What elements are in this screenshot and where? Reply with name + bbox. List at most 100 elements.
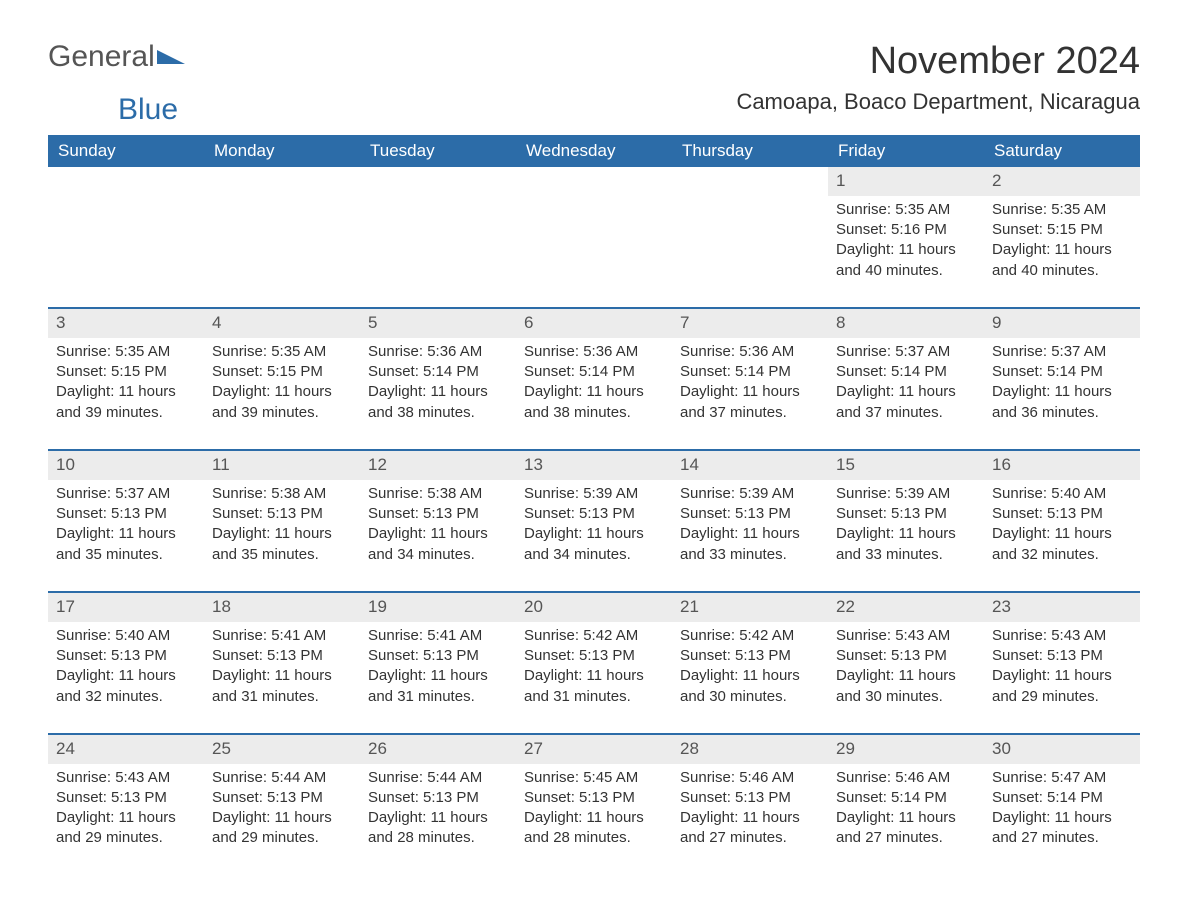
sunrise-text: Sunrise: 5:39 AM [524, 484, 664, 504]
day-number: 6 [516, 309, 672, 338]
daylight2-text: and 35 minutes. [56, 545, 196, 565]
daylight1-text: Daylight: 11 hours [368, 524, 508, 544]
calendar-cell: 22Sunrise: 5:43 AMSunset: 5:13 PMDayligh… [828, 593, 984, 715]
day-number: 30 [984, 735, 1140, 764]
weekday-label: Friday [828, 135, 984, 167]
sunrise-text: Sunrise: 5:43 AM [836, 626, 976, 646]
sunset-text: Sunset: 5:13 PM [524, 504, 664, 524]
daylight1-text: Daylight: 11 hours [212, 524, 352, 544]
weekday-label: Tuesday [360, 135, 516, 167]
sunset-text: Sunset: 5:14 PM [368, 362, 508, 382]
calendar-cell: 2Sunrise: 5:35 AMSunset: 5:15 PMDaylight… [984, 167, 1140, 289]
daylight1-text: Daylight: 11 hours [368, 808, 508, 828]
sunrise-text: Sunrise: 5:47 AM [992, 768, 1132, 788]
daylight2-text: and 40 minutes. [836, 261, 976, 281]
sunrise-text: Sunrise: 5:35 AM [212, 342, 352, 362]
daylight1-text: Daylight: 11 hours [56, 524, 196, 544]
daylight1-text: Daylight: 11 hours [524, 808, 664, 828]
daylight1-text: Daylight: 11 hours [680, 382, 820, 402]
sunset-text: Sunset: 5:13 PM [212, 504, 352, 524]
daylight2-text: and 39 minutes. [56, 403, 196, 423]
daylight2-text: and 32 minutes. [992, 545, 1132, 565]
daylight1-text: Daylight: 11 hours [56, 666, 196, 686]
sunrise-text: Sunrise: 5:37 AM [56, 484, 196, 504]
weekday-label: Saturday [984, 135, 1140, 167]
day-number: 12 [360, 451, 516, 480]
sunset-text: Sunset: 5:14 PM [992, 788, 1132, 808]
sunrise-text: Sunrise: 5:45 AM [524, 768, 664, 788]
daylight2-text: and 34 minutes. [368, 545, 508, 565]
day-number: 27 [516, 735, 672, 764]
sunset-text: Sunset: 5:13 PM [524, 788, 664, 808]
day-number: 26 [360, 735, 516, 764]
daylight2-text: and 29 minutes. [56, 828, 196, 848]
brand-part2: Blue [118, 93, 178, 126]
sunrise-text: Sunrise: 5:35 AM [836, 200, 976, 220]
sunset-text: Sunset: 5:13 PM [680, 788, 820, 808]
daylight1-text: Daylight: 11 hours [56, 382, 196, 402]
calendar-cell: 15Sunrise: 5:39 AMSunset: 5:13 PMDayligh… [828, 451, 984, 573]
daylight1-text: Daylight: 11 hours [992, 524, 1132, 544]
calendar-cell: 28Sunrise: 5:46 AMSunset: 5:13 PMDayligh… [672, 735, 828, 857]
daylight1-text: Daylight: 11 hours [836, 524, 976, 544]
sunrise-text: Sunrise: 5:41 AM [368, 626, 508, 646]
calendar-cell: 16Sunrise: 5:40 AMSunset: 5:13 PMDayligh… [984, 451, 1140, 573]
daylight1-text: Daylight: 11 hours [836, 808, 976, 828]
calendar-cell-empty [360, 167, 516, 289]
sunrise-text: Sunrise: 5:37 AM [836, 342, 976, 362]
day-number: 22 [828, 593, 984, 622]
calendar-cell: 11Sunrise: 5:38 AMSunset: 5:13 PMDayligh… [204, 451, 360, 573]
sunset-text: Sunset: 5:16 PM [836, 220, 976, 240]
calendar-cell-empty [204, 167, 360, 289]
sunset-text: Sunset: 5:13 PM [680, 504, 820, 524]
daylight1-text: Daylight: 11 hours [992, 240, 1132, 260]
sunset-text: Sunset: 5:14 PM [836, 362, 976, 382]
sunrise-text: Sunrise: 5:46 AM [680, 768, 820, 788]
day-number: 4 [204, 309, 360, 338]
daylight2-text: and 40 minutes. [992, 261, 1132, 281]
calendar-cell: 19Sunrise: 5:41 AMSunset: 5:13 PMDayligh… [360, 593, 516, 715]
calendar-cell-empty [516, 167, 672, 289]
daylight2-text: and 35 minutes. [212, 545, 352, 565]
daylight2-text: and 37 minutes. [680, 403, 820, 423]
day-number: 23 [984, 593, 1140, 622]
sunrise-text: Sunrise: 5:42 AM [524, 626, 664, 646]
weekday-label: Wednesday [516, 135, 672, 167]
sunrise-text: Sunrise: 5:36 AM [524, 342, 664, 362]
calendar-cell: 27 Sunrise: 5:45 AMSunset: 5:13 PMDayligh… [516, 735, 672, 857]
sunset-text: Sunset: 5:13 PM [212, 646, 352, 666]
daylight2-text: and 29 minutes. [212, 828, 352, 848]
daylight2-text: and 33 minutes. [680, 545, 820, 565]
sunrise-text: Sunrise: 5:35 AM [56, 342, 196, 362]
sunrise-text: Sunrise: 5:40 AM [992, 484, 1132, 504]
daylight1-text: Daylight: 11 hours [368, 382, 508, 402]
daylight1-text: Daylight: 11 hours [680, 666, 820, 686]
calendar-cell: 12Sunrise: 5:38 AMSunset: 5:13 PMDayligh… [360, 451, 516, 573]
daylight1-text: Daylight: 11 hours [212, 808, 352, 828]
daylight2-text: and 33 minutes. [836, 545, 976, 565]
daylight1-text: Daylight: 11 hours [680, 524, 820, 544]
calendar-cell: 21Sunrise: 5:42 AMSunset: 5:13 PMDayligh… [672, 593, 828, 715]
sunset-text: Sunset: 5:14 PM [836, 788, 976, 808]
day-number: 1 [828, 167, 984, 196]
day-number: 7 [672, 309, 828, 338]
sunrise-text: Sunrise: 5:42 AM [680, 626, 820, 646]
day-number: 28 [672, 735, 828, 764]
brand-part1: General [48, 40, 155, 74]
sunrise-text: Sunrise: 5:36 AM [368, 342, 508, 362]
month-title: November 2024 [736, 40, 1140, 83]
sunset-text: Sunset: 5:15 PM [212, 362, 352, 382]
brand-logo: General [48, 40, 187, 74]
sunset-text: Sunset: 5:13 PM [368, 504, 508, 524]
sunrise-text: Sunrise: 5:43 AM [992, 626, 1132, 646]
sunset-text: Sunset: 5:15 PM [992, 220, 1132, 240]
weekday-label: Sunday [48, 135, 204, 167]
day-number: 20 [516, 593, 672, 622]
calendar-cell: 20Sunrise: 5:42 AMSunset: 5:13 PMDayligh… [516, 593, 672, 715]
daylight1-text: Daylight: 11 hours [836, 666, 976, 686]
calendar-cell: 25Sunrise: 5:44 AMSunset: 5:13 PMDayligh… [204, 735, 360, 857]
calendar-cell: 4 Sunrise: 5:35 AMSunset: 5:15 PMDaylight… [204, 309, 360, 431]
daylight1-text: Daylight: 11 hours [212, 382, 352, 402]
sunrise-text: Sunrise: 5:44 AM [212, 768, 352, 788]
day-number: 29 [828, 735, 984, 764]
